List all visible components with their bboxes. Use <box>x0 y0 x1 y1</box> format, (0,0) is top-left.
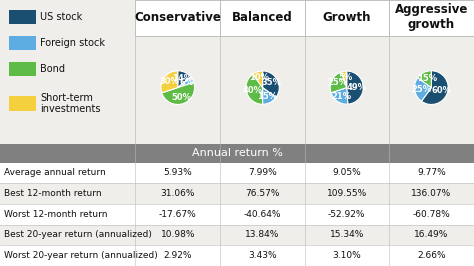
Text: 10%: 10% <box>249 73 269 82</box>
Text: 9.77%: 9.77% <box>417 168 446 177</box>
Text: 3.10%: 3.10% <box>332 251 361 260</box>
Text: 109.55%: 109.55% <box>327 189 367 198</box>
Text: 15%: 15% <box>417 74 437 83</box>
Wedge shape <box>342 71 347 88</box>
Wedge shape <box>178 71 191 88</box>
Bar <box>0 144 474 163</box>
Text: 21%: 21% <box>331 92 351 101</box>
Text: Best 20-year return (annualized): Best 20-year return (annualized) <box>4 230 152 239</box>
Text: 15%: 15% <box>257 92 277 101</box>
Text: -40.64%: -40.64% <box>244 210 282 219</box>
Text: 6%: 6% <box>180 78 194 87</box>
Text: 76.57%: 76.57% <box>246 189 280 198</box>
Text: Annual return %: Annual return % <box>191 148 283 158</box>
Text: 25%: 25% <box>411 85 431 94</box>
Wedge shape <box>330 72 346 93</box>
Text: 136.07%: 136.07% <box>411 189 451 198</box>
Bar <box>0 183 474 204</box>
Bar <box>9 36 36 50</box>
Text: 2.66%: 2.66% <box>417 251 446 260</box>
Text: 9.05%: 9.05% <box>332 168 361 177</box>
Text: 15.34%: 15.34% <box>329 230 364 239</box>
Text: 30%: 30% <box>159 77 179 86</box>
Bar <box>0 163 474 183</box>
Bar <box>220 0 305 36</box>
Text: 25%: 25% <box>328 78 347 88</box>
Wedge shape <box>346 71 363 104</box>
Text: -52.92%: -52.92% <box>328 210 365 219</box>
Bar <box>0 245 474 266</box>
Text: 5%: 5% <box>338 73 352 82</box>
Text: Foreign stock: Foreign stock <box>40 38 105 48</box>
Text: Worst 12-month return: Worst 12-month return <box>4 210 107 219</box>
Text: Growth: Growth <box>322 11 371 24</box>
Text: 40%: 40% <box>243 86 263 95</box>
Bar <box>0 204 474 225</box>
Text: Conservative: Conservative <box>134 11 221 24</box>
Wedge shape <box>162 82 195 105</box>
Text: 35%: 35% <box>262 78 282 88</box>
Text: 3.43%: 3.43% <box>248 251 277 260</box>
Wedge shape <box>246 74 263 104</box>
Text: US stock: US stock <box>40 12 82 22</box>
Text: Short-term
investments: Short-term investments <box>40 93 101 114</box>
Wedge shape <box>161 71 178 93</box>
Text: Worst 20-year return (annualized): Worst 20-year return (annualized) <box>4 251 157 260</box>
Text: 31.06%: 31.06% <box>161 189 195 198</box>
Text: Average annual return: Average annual return <box>4 168 106 177</box>
Bar <box>135 0 220 36</box>
Bar <box>389 0 474 36</box>
Text: 2.92%: 2.92% <box>164 251 192 260</box>
Text: Aggressive
growth: Aggressive growth <box>395 3 468 31</box>
Wedge shape <box>331 88 348 104</box>
Text: 60%: 60% <box>431 86 451 95</box>
Wedge shape <box>178 77 194 88</box>
Wedge shape <box>253 71 263 88</box>
Bar <box>9 96 36 111</box>
Text: 16.49%: 16.49% <box>414 230 448 239</box>
Bar <box>0 225 474 245</box>
Bar <box>9 62 36 76</box>
Bar <box>9 10 36 24</box>
Text: -60.78%: -60.78% <box>412 210 450 219</box>
Text: Bond: Bond <box>40 64 65 74</box>
Text: 10.98%: 10.98% <box>161 230 195 239</box>
Text: 13.84%: 13.84% <box>246 230 280 239</box>
Wedge shape <box>421 71 448 105</box>
Text: -17.67%: -17.67% <box>159 210 197 219</box>
Wedge shape <box>418 71 431 88</box>
Wedge shape <box>263 88 276 104</box>
Wedge shape <box>414 78 431 101</box>
Text: 49%: 49% <box>347 83 367 92</box>
Text: Balanced: Balanced <box>232 11 293 24</box>
Text: 7.99%: 7.99% <box>248 168 277 177</box>
Text: 50%: 50% <box>171 93 191 102</box>
Wedge shape <box>263 71 279 97</box>
Text: 5.93%: 5.93% <box>164 168 192 177</box>
Text: 14%: 14% <box>172 74 192 83</box>
Bar <box>305 0 389 36</box>
Text: Best 12-month return: Best 12-month return <box>4 189 101 198</box>
